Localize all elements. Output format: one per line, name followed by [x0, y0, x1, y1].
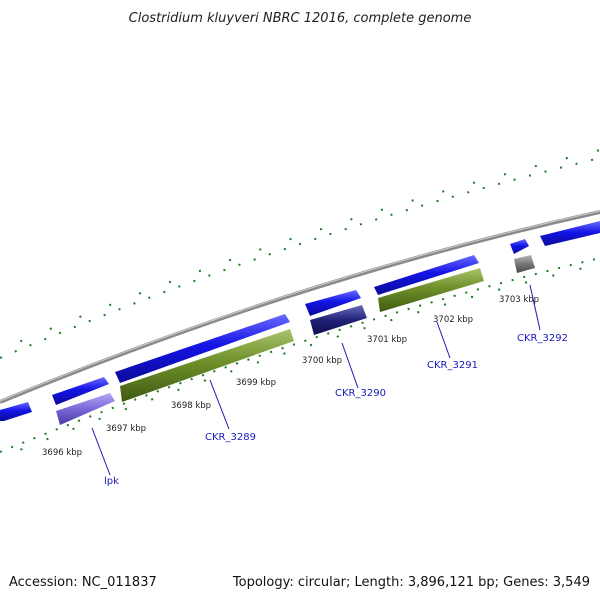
kbp-label: 3701 kbp	[367, 335, 407, 345]
accession-text: Accession: NC_011837	[9, 575, 157, 590]
gene-label-ckr-3289[interactable]: CKR_3289	[205, 432, 256, 443]
kbp-label: 3703 kbp	[499, 295, 539, 305]
gene-feature-ckr-3289[interactable]	[120, 329, 294, 402]
kbp-scale: 3696 kbp 3697 kbp 3698 kbp 3699 kbp 3700…	[42, 295, 539, 458]
cds-feature[interactable]	[374, 255, 479, 295]
kbp-label: 3699 kbp	[236, 378, 276, 388]
gene-feature-ckr-3290[interactable]	[310, 305, 367, 335]
gene-labels: lpk CKR_3289 CKR_3290 CKR_3291 CKR_3292	[104, 333, 568, 487]
cds-feature[interactable]	[115, 314, 290, 383]
kbp-label: 3696 kbp	[42, 448, 82, 458]
forward-cds-track	[0, 221, 600, 421]
gene-label-ckr-3291[interactable]: CKR_3291	[427, 360, 478, 371]
cds-feature[interactable]	[52, 377, 109, 405]
genome-summary-text: Topology: circular; Length: 3,896,121 bp…	[232, 575, 590, 590]
gene-feature-ckr-3291[interactable]	[378, 268, 484, 312]
gene-label-ckr-3290[interactable]: CKR_3290	[335, 388, 386, 399]
cds-feature[interactable]	[540, 221, 600, 246]
inner-tick-ring	[0, 257, 600, 459]
kbp-label: 3697 kbp	[106, 424, 146, 434]
gene-leader-lines	[91, 284, 541, 476]
kbp-label: 3700 kbp	[302, 356, 342, 366]
gene-feature-ckr-3292[interactable]	[514, 255, 535, 273]
kbp-label: 3702 kbp	[433, 315, 473, 325]
outer-tick-ring	[0, 149, 600, 359]
gene-label-lpk[interactable]: lpk	[104, 476, 119, 487]
gene-track	[56, 255, 535, 425]
genome-backbone	[0, 210, 600, 404]
gene-label-ckr-3292[interactable]: CKR_3292	[517, 333, 568, 344]
genome-title: Clostridium kluyveri NBRC 12016, complet…	[129, 11, 472, 26]
cds-feature[interactable]	[510, 239, 529, 254]
cds-feature[interactable]	[0, 402, 32, 421]
cds-feature[interactable]	[305, 290, 361, 316]
kbp-label: 3698 kbp	[171, 401, 211, 411]
gene-feature-lpk[interactable]	[56, 393, 115, 425]
